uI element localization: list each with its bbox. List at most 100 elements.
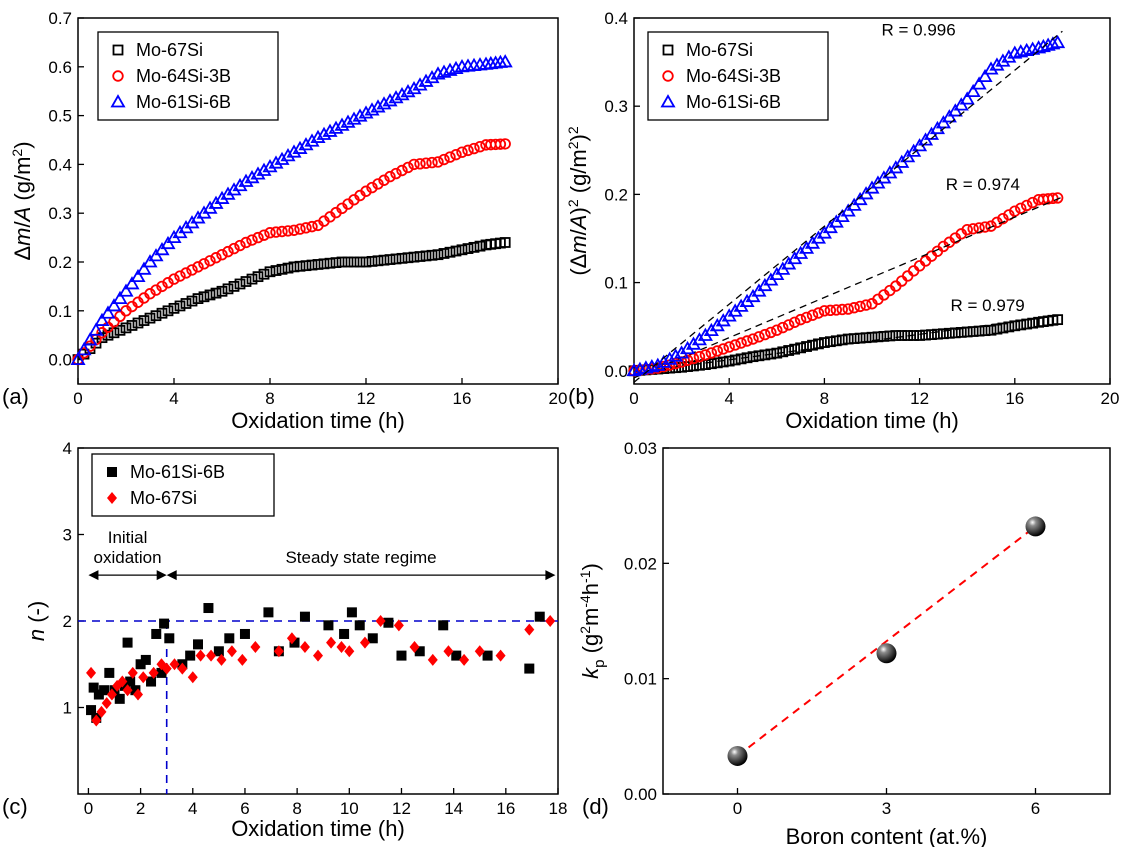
panel-a-series-2-point bbox=[112, 290, 128, 305]
panel-a-series-2-point bbox=[124, 276, 140, 290]
panel-a-series-0-point bbox=[252, 271, 264, 283]
panel-b-series-2-point bbox=[983, 61, 999, 75]
panel-c-series-0-point bbox=[323, 620, 334, 631]
panel-a-series-1-point bbox=[246, 234, 258, 246]
panel-b-series-1-point bbox=[741, 335, 753, 347]
panel-a-series-0-point bbox=[204, 289, 216, 301]
panel-c-series-1-point bbox=[101, 697, 112, 710]
panel-b-series-1-point bbox=[1015, 202, 1027, 214]
panel-a-legend-label-2: Mo-61Si-6B bbox=[136, 92, 231, 112]
panel-b-r-label-0: R = 0.979 bbox=[951, 296, 1025, 315]
panel-c-series-1-point bbox=[545, 615, 556, 627]
panel-b-r-label-2: R = 0.996 bbox=[882, 21, 956, 40]
panel-a-series-1-point bbox=[204, 255, 216, 267]
panel-a-series-1-point bbox=[288, 224, 300, 236]
panel-a-series-0-point bbox=[234, 278, 246, 290]
panel-a-series-2-point bbox=[394, 87, 410, 101]
panel-b-series-2-point bbox=[1035, 38, 1051, 53]
panel-a-series-0-point bbox=[348, 256, 360, 268]
panel-a-series-0-point bbox=[138, 315, 150, 326]
panel-c-series-0-point bbox=[239, 628, 250, 639]
panel-c-series-1-point bbox=[495, 649, 506, 662]
panel-a-series-1-point bbox=[276, 225, 288, 238]
panel-a-series-1-point bbox=[192, 261, 204, 273]
panel-a-xtick-label-4: 16 bbox=[453, 389, 472, 408]
panel-d-label: (d) bbox=[582, 794, 609, 819]
panel-a-series-2-point bbox=[424, 69, 440, 84]
panel-c-series-0-point bbox=[86, 705, 97, 716]
panel-a-series-2-point bbox=[82, 332, 98, 346]
panel-b-series-1-point bbox=[836, 303, 848, 316]
panel-a-xtick-label-3: 12 bbox=[357, 389, 376, 408]
panel-b-legend-marker-0 bbox=[662, 44, 674, 56]
panel-a-series-0-point bbox=[444, 246, 456, 258]
panel-a-series-2-point bbox=[232, 177, 248, 192]
panel-b-series-0-point bbox=[914, 330, 925, 341]
panel-c-xtick-label-5: 10 bbox=[340, 799, 359, 818]
panel-b-series-0-point bbox=[860, 332, 872, 344]
panel-a-series-1-point bbox=[216, 248, 228, 261]
panel-a-series-2-point bbox=[136, 261, 152, 275]
panel-b-legend-label-2: Mo-61Si-6B bbox=[686, 92, 781, 112]
panel-d-ylabel-part: -1 bbox=[577, 570, 593, 583]
panel-b-series-1-point bbox=[788, 316, 801, 328]
panel-b-series-1-point bbox=[1020, 199, 1033, 212]
panel-a-series-0-point bbox=[426, 249, 438, 261]
panel-b-series-1-point bbox=[783, 319, 795, 331]
panel-a-series-1-point bbox=[414, 158, 426, 170]
panel-c-series-0-point bbox=[414, 646, 425, 657]
panel-a-ytick-label-7: 0.7 bbox=[48, 9, 72, 28]
panel-a-series-2-point bbox=[370, 99, 386, 113]
panel-a-series-2-point bbox=[130, 268, 146, 283]
panel-a-series-0-point bbox=[390, 253, 402, 265]
panel-c-series-1-point bbox=[187, 671, 198, 684]
panel-c-xtick-label-3: 6 bbox=[240, 799, 249, 818]
panel-a-series-0-point bbox=[240, 276, 252, 287]
panel-b-ytick-label-2: 0.2 bbox=[604, 185, 628, 204]
panel-a-series-0-point bbox=[354, 256, 366, 268]
panel-c-region-arrowhead-left-0 bbox=[88, 570, 99, 581]
panel-c-xtick-label-7: 14 bbox=[444, 799, 463, 818]
panel-a-series-0-point bbox=[222, 283, 234, 295]
panel-a-series-2-point bbox=[418, 73, 434, 87]
panel-c-series-0-point bbox=[193, 639, 203, 650]
panel-c-series-0-point bbox=[482, 650, 493, 661]
panel-c-series-1-point bbox=[313, 649, 323, 662]
panel-a-series-0-point bbox=[336, 256, 348, 268]
panel-b-legend-label-0: Mo-67Si bbox=[686, 40, 753, 60]
panel-c-xtick-label-6: 12 bbox=[392, 799, 411, 818]
panel-b-series-1-point bbox=[759, 328, 771, 341]
panel-a-series-2-point bbox=[400, 83, 416, 98]
panel-b-series-0-point bbox=[705, 358, 717, 370]
panel-a-series-1-point bbox=[240, 236, 252, 249]
panel-a-series-0-point bbox=[360, 256, 372, 268]
panel-a-series-1-point bbox=[150, 284, 162, 296]
panel-a-xtick-label-0: 0 bbox=[73, 389, 82, 408]
panel-c-series-1-point bbox=[375, 615, 386, 627]
panel-a-series-1-point bbox=[384, 170, 396, 183]
panel-a-series-0-point bbox=[156, 307, 168, 319]
panel-a-ylabel-part: / bbox=[10, 221, 35, 228]
panel-b-series-0-point bbox=[884, 330, 896, 342]
panel-d-ylabel-part: 2 bbox=[577, 626, 593, 634]
panel-a-series-2-point bbox=[340, 114, 356, 128]
panel-b-r-label-1: R = 0.974 bbox=[946, 175, 1020, 194]
panel-a-series-2-point bbox=[497, 54, 513, 68]
panel-a-ytick-label-0: 0.0 bbox=[48, 351, 72, 370]
panel-b-ytick-label-4: 0.4 bbox=[604, 9, 628, 28]
panel-a-series-2-point bbox=[388, 90, 404, 104]
panel-a-ylabel-part: Δ bbox=[10, 246, 35, 261]
panel-b-series-0-point bbox=[979, 325, 991, 337]
panel-b-series-0-point bbox=[932, 328, 943, 340]
panel-c-legend-label-0: Mo-61Si-6B bbox=[130, 462, 225, 482]
panel-b-ytick-label-0: 0.0 bbox=[604, 362, 628, 381]
panel-a-series-0-point bbox=[132, 317, 144, 329]
panel-a-series-2-point bbox=[334, 117, 350, 131]
panel-a-frame bbox=[77, 17, 559, 385]
panel-c-series-1-point bbox=[336, 640, 347, 653]
panel-d-xtick-label-0: 0 bbox=[733, 799, 742, 818]
panel-b-frame bbox=[633, 17, 1111, 385]
panel-a-series-2-point bbox=[436, 64, 452, 78]
panel-a-series-2-point bbox=[352, 108, 368, 122]
